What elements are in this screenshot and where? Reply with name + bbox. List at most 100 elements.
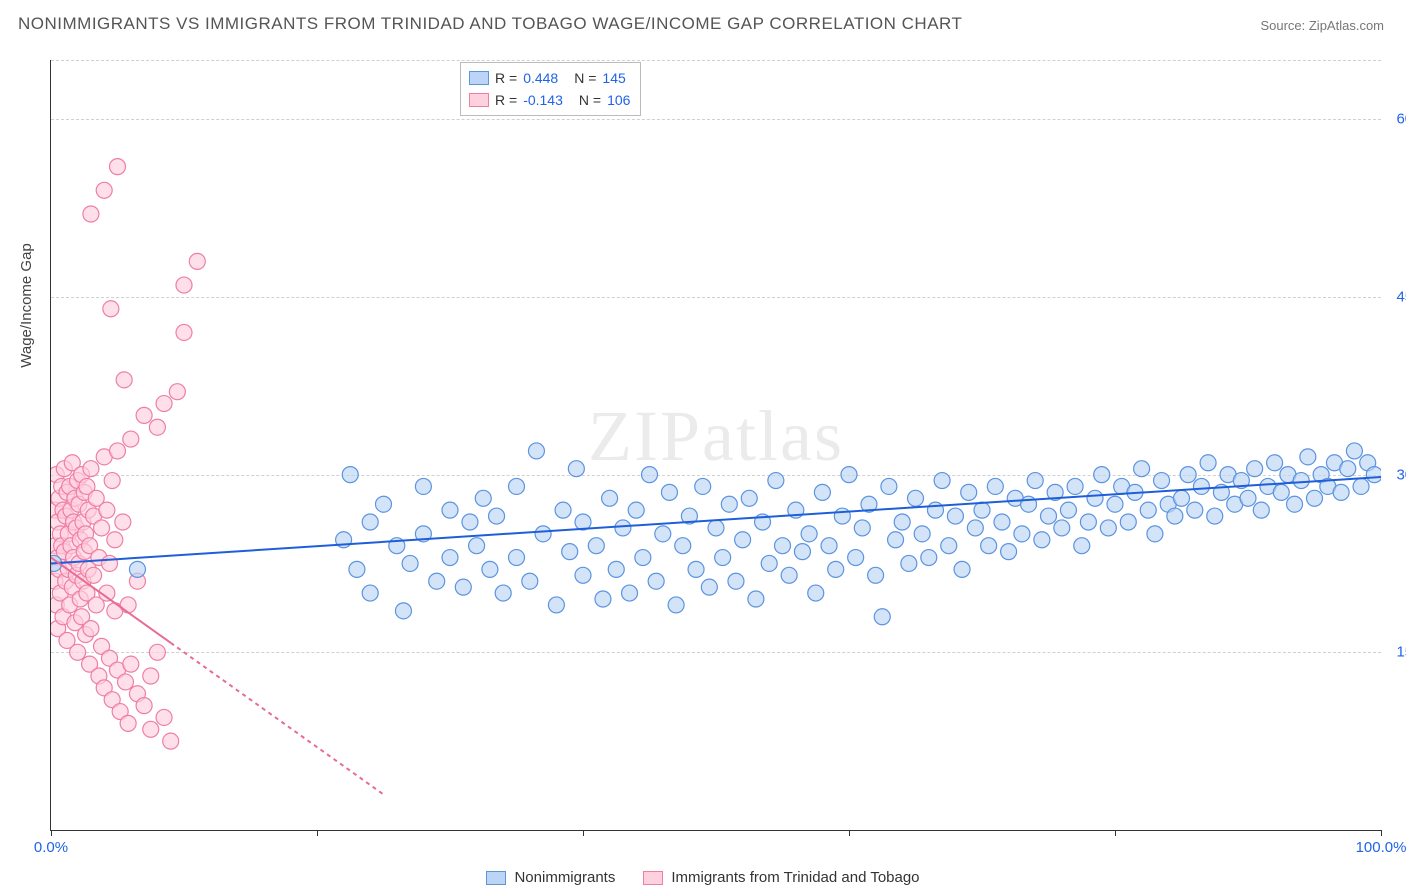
y-tick-label: 30.0% (1389, 466, 1406, 483)
scatter-layer (51, 60, 1381, 830)
scatter-point (107, 532, 123, 548)
legend-item-blue: Nonimmigrants (486, 869, 615, 886)
scatter-point (987, 478, 1003, 494)
scatter-point (143, 668, 159, 684)
scatter-point (442, 502, 458, 518)
scatter-point (854, 520, 870, 536)
swatch-blue (486, 871, 506, 885)
scatter-point (981, 538, 997, 554)
legend-label-pink: Immigrants from Trinidad and Tobago (671, 869, 919, 886)
scatter-point (395, 603, 411, 619)
scatter-point (1027, 473, 1043, 489)
scatter-point (635, 550, 651, 566)
scatter-point (96, 182, 112, 198)
scatter-point (362, 585, 378, 601)
scatter-point (622, 585, 638, 601)
scatter-point (120, 715, 136, 731)
scatter-point (661, 484, 677, 500)
legend-n-label: N = (579, 92, 601, 108)
scatter-point (70, 644, 86, 660)
scatter-point (189, 253, 205, 269)
scatter-point (110, 159, 126, 175)
scatter-point (1353, 478, 1369, 494)
scatter-point (675, 538, 691, 554)
source-attribution: Source: ZipAtlas.com (1260, 18, 1384, 33)
scatter-point (588, 538, 604, 554)
scatter-point (1267, 455, 1283, 471)
scatter-point (376, 496, 392, 512)
scatter-point (947, 508, 963, 524)
scatter-point (528, 443, 544, 459)
scatter-point (921, 550, 937, 566)
y-axis-title: Wage/Income Gap (18, 243, 35, 368)
scatter-point (914, 526, 930, 542)
scatter-point (608, 561, 624, 577)
scatter-point (402, 555, 418, 571)
scatter-point (648, 573, 664, 589)
x-tick (317, 830, 318, 836)
scatter-point (602, 490, 618, 506)
scatter-point (163, 733, 179, 749)
scatter-point (102, 555, 118, 571)
scatter-point (728, 573, 744, 589)
scatter-point (462, 514, 478, 530)
scatter-point (562, 544, 578, 560)
x-tick (849, 830, 850, 836)
scatter-point (994, 514, 1010, 530)
scatter-point (1147, 526, 1163, 542)
scatter-point (169, 384, 185, 400)
series-legend: Nonimmigrants Immigrants from Trinidad a… (0, 869, 1406, 886)
scatter-point (1120, 514, 1136, 530)
x-tick (583, 830, 584, 836)
scatter-point (522, 573, 538, 589)
legend-r-blue: 0.448 (523, 70, 558, 86)
legend-item-pink: Immigrants from Trinidad and Tobago (643, 869, 919, 886)
scatter-point (828, 561, 844, 577)
scatter-point (941, 538, 957, 554)
scatter-point (1154, 473, 1170, 489)
scatter-point (628, 502, 644, 518)
scatter-point (1174, 490, 1190, 506)
scatter-point (1366, 467, 1381, 483)
scatter-point (1001, 544, 1017, 560)
scatter-point (1134, 461, 1150, 477)
scatter-point (1100, 520, 1116, 536)
scatter-point (509, 550, 525, 566)
scatter-point (1067, 478, 1083, 494)
scatter-point (136, 698, 152, 714)
y-tick-label: 60.0% (1389, 111, 1406, 128)
scatter-point (655, 526, 671, 542)
chart-title: NONIMMIGRANTS VS IMMIGRANTS FROM TRINIDA… (18, 14, 962, 34)
scatter-point (781, 567, 797, 583)
scatter-point (1041, 508, 1057, 524)
scatter-point (1287, 496, 1303, 512)
scatter-point (362, 514, 378, 530)
scatter-point (1080, 514, 1096, 530)
scatter-point (1240, 490, 1256, 506)
scatter-point (1340, 461, 1356, 477)
scatter-point (642, 467, 658, 483)
scatter-point (1187, 502, 1203, 518)
scatter-point (708, 520, 724, 536)
scatter-point (1087, 490, 1103, 506)
scatter-point (156, 709, 172, 725)
scatter-point (149, 419, 165, 435)
scatter-point (1346, 443, 1362, 459)
scatter-point (748, 591, 764, 607)
scatter-point (1200, 455, 1216, 471)
scatter-point (668, 597, 684, 613)
scatter-point (741, 490, 757, 506)
legend-row-pink: R = -0.143 N = 106 (469, 89, 630, 111)
scatter-point (143, 721, 159, 737)
scatter-point (1074, 538, 1090, 554)
scatter-point (475, 490, 491, 506)
scatter-point (894, 514, 910, 530)
scatter-point (954, 561, 970, 577)
scatter-point (103, 301, 119, 317)
plot-area: ZIPatlas 15.0%30.0%45.0%60.0%0.0%100.0% (50, 60, 1381, 831)
scatter-point (1054, 520, 1070, 536)
x-tick-label: 100.0% (1356, 839, 1406, 856)
legend-label-blue: Nonimmigrants (514, 869, 615, 886)
scatter-point (701, 579, 717, 595)
scatter-point (1307, 490, 1323, 506)
